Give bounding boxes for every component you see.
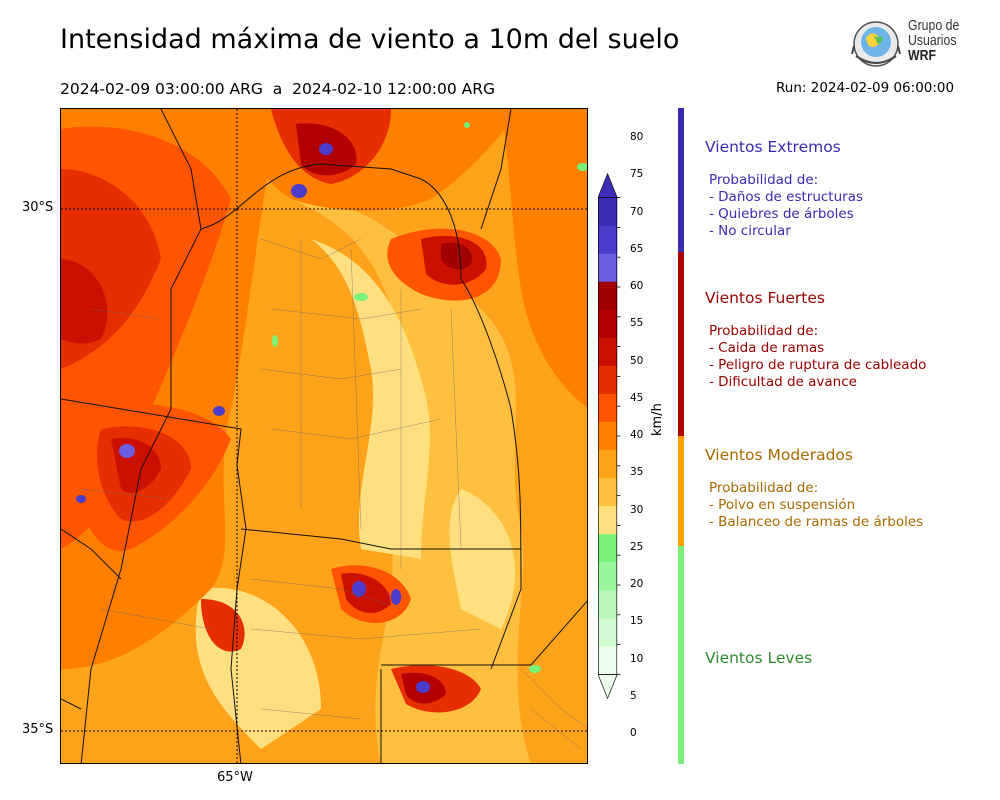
colorbar-segment	[598, 534, 618, 563]
strong-winds-title: Vientos Fuertes	[705, 289, 825, 307]
extreme-level-bar	[678, 108, 684, 252]
colorbar-frame	[598, 197, 618, 675]
colorbar-tick-label: 60	[630, 280, 644, 292]
colorbar-segment	[598, 646, 618, 675]
colorbar-segment	[598, 281, 618, 311]
colorbar-segment	[598, 393, 618, 423]
lat-label-30s: 30°S	[22, 200, 54, 215]
colorbar-unit: km/h	[650, 403, 665, 436]
colorbar-tick-label: 55	[630, 317, 644, 330]
colorbar-tick-label: 40	[630, 429, 644, 441]
strong-level-bar	[678, 252, 684, 436]
colorbar-tick-label: 65	[630, 242, 644, 255]
colorbar-segment	[598, 365, 618, 395]
moderate-winds-description: Probabilidad de: - Polvo en suspensión -…	[709, 480, 924, 530]
colorbar-tick-label: 0	[630, 727, 637, 739]
period-label: 2024-02-09 03:00:00 ARG a 2024-02-10 12:…	[60, 80, 496, 98]
colorbar-tick-label: 75	[630, 168, 644, 181]
lat-label-35s: 35°S	[22, 722, 54, 737]
wind-map	[60, 108, 588, 764]
colorbar-tick-label: 15	[630, 615, 644, 628]
colorbar-segment	[598, 309, 618, 339]
colorbar-segment	[598, 478, 618, 507]
colorbar-segment	[598, 450, 618, 479]
colorbar-segment	[598, 562, 618, 591]
colorbar-tick-label: 35	[630, 466, 644, 479]
moderate-winds-title: Vientos Moderados	[705, 446, 853, 464]
wind-colorbar	[598, 172, 621, 700]
colorbar-tick-label: 45	[630, 391, 644, 404]
colorbar-tick-label: 10	[630, 652, 644, 665]
extreme-winds-title: Vientos Extremos	[705, 138, 841, 156]
logo-text: Grupo de Usuarios WRF	[908, 17, 960, 64]
wind-field-map	[61, 109, 587, 763]
colorbar-tick-label: 80	[630, 131, 644, 143]
colorbar-segment	[598, 506, 618, 535]
extreme-winds-description: Probabilidad de: - Daños de estructuras …	[709, 172, 864, 239]
grupo-usuarios-wrf-logo: Grupo de Usuarios WRF	[848, 16, 972, 72]
colorbar-tick-label: 70	[630, 205, 644, 218]
light-winds-title: Vientos Leves	[705, 649, 813, 667]
colorbar-tick-label: 25	[630, 540, 644, 553]
colorbar-segment	[598, 421, 618, 451]
colorbar-max-extension	[598, 172, 618, 198]
colorbar-tick-label: 30	[630, 503, 644, 516]
globe-icon	[851, 21, 901, 67]
colorbar-segment	[598, 253, 618, 283]
chart-title: Intensidad máxima de viento a 10m del su…	[60, 24, 680, 55]
strong-winds-description: Probabilidad de: - Caida de ramas - Peli…	[709, 323, 927, 390]
run-label: Run: 2024-02-09 06:00:00	[776, 80, 955, 96]
colorbar-segment	[598, 197, 618, 227]
moderate-level-bar	[678, 436, 684, 546]
colorbar-tick-label: 20	[630, 578, 644, 590]
colorbar-segment	[598, 337, 618, 367]
colorbar-tick-label: 50	[630, 354, 644, 367]
colorbar-segment	[598, 590, 618, 619]
light-level-bar	[678, 546, 684, 764]
colorbar-tick-label: 5	[630, 689, 637, 702]
colorbar-segment	[598, 618, 618, 647]
lon-label-65w: 65°W	[217, 770, 253, 785]
colorbar-min-extension	[598, 674, 618, 700]
colorbar-segment	[598, 225, 618, 255]
